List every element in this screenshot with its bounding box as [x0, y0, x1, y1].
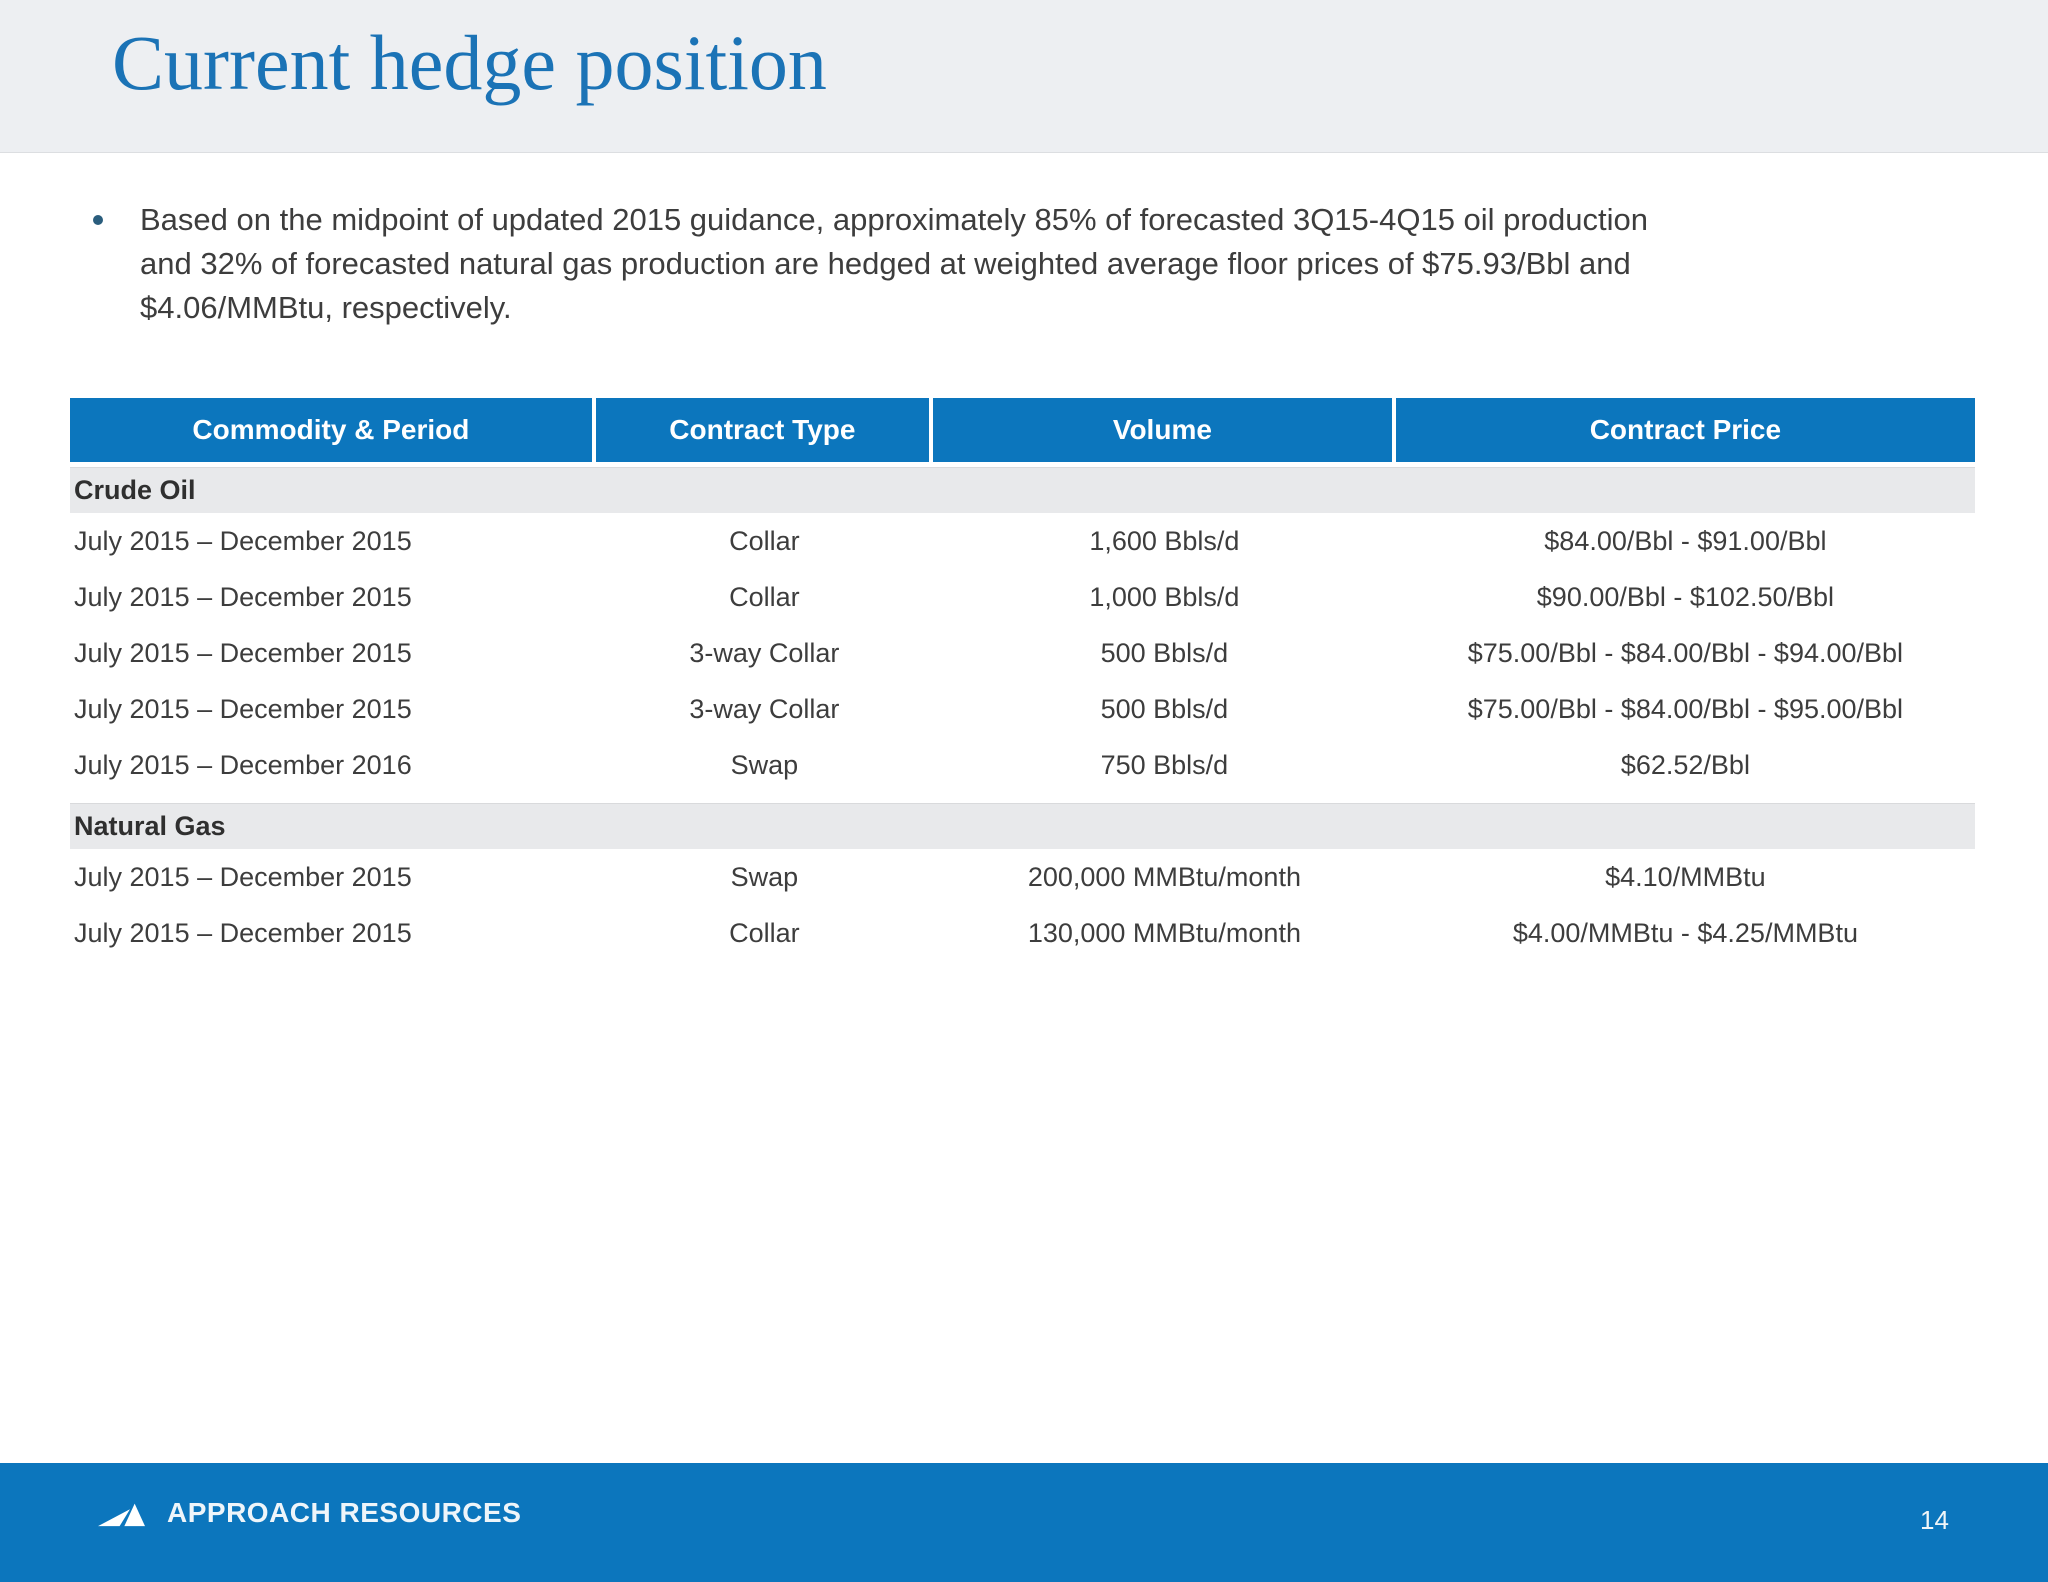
cell-volume: 1,600 Bbls/d	[1089, 525, 1240, 556]
cell-price: $62.52/Bbl	[1620, 749, 1750, 780]
cell-volume: 130,000 MMBtu/month	[1027, 917, 1301, 948]
cell-period: July 2015 – December 2015	[74, 861, 412, 892]
cell-contract-type: Collar	[729, 917, 800, 948]
table-row: July 2015 – December 2015 Collar 130,000 M…	[70, 905, 1975, 961]
bullet-line-2: and 32% of forecasted natural gas produc…	[140, 246, 1631, 281]
cell-contract-type: Swap	[730, 749, 799, 780]
table-row: July 2015 – December 2015 Collar 1,000 Bbl…	[70, 569, 1975, 625]
page-number: 14	[1920, 1505, 1949, 1535]
bullet-icon	[93, 215, 103, 225]
cell-price: $4.00/MMBtu - $4.25/MMBtu	[1512, 917, 1858, 948]
cell-price: $75.00/Bbl - $84.00/Bbl - $95.00/Bbl	[1467, 693, 1904, 724]
cell-period: July 2015 – December 2016	[74, 749, 412, 780]
brand-name: APPROACH RESOURCES	[167, 1497, 522, 1528]
cell-period: July 2015 – December 2015	[74, 525, 412, 556]
brand-lockup: APPROACH RESOURCES	[98, 1499, 521, 1527]
cell-contract-type: 3-way Collar	[689, 693, 840, 724]
section-header: Crude Oil	[70, 467, 1975, 513]
cell-contract-type: 3-way Collar	[689, 637, 840, 668]
cell-price: $90.00/Bbl - $102.50/Bbl	[1536, 581, 1835, 612]
cell-period: July 2015 – December 2015	[74, 581, 412, 612]
cell-period: July 2015 – December 2015	[74, 637, 412, 668]
table-header-row: Commodity & Period Contract Type Volume …	[70, 398, 1975, 462]
title-band: Current hedge position	[0, 0, 2048, 153]
hedge-position-table: Commodity & Period Contract Type Volume …	[70, 398, 1975, 961]
cell-price: $4.10/MMBtu	[1605, 861, 1766, 892]
mountain-logo-icon	[98, 1503, 145, 1527]
cell-volume: 1,000 Bbls/d	[1089, 581, 1240, 612]
cell-contract-type: Collar	[729, 525, 800, 556]
bullet-text: Based on the midpoint of updated 2015 gu…	[140, 198, 1648, 330]
cell-price: $75.00/Bbl - $84.00/Bbl - $94.00/Bbl	[1467, 637, 1904, 668]
cell-period: July 2015 – December 2015	[74, 917, 412, 948]
table-row: July 2015 – December 2016 Swap 750 Bbls/d $…	[70, 737, 1975, 793]
page-title: Current hedge position	[112, 19, 827, 106]
cell-volume: 500 Bbls/d	[1100, 693, 1229, 724]
column-header-contract-price: Contract Price	[1395, 398, 1975, 462]
cell-volume: 500 Bbls/d	[1100, 637, 1229, 668]
column-header-commodity-period: Commodity & Period	[70, 398, 596, 462]
cell-contract-type: Swap	[730, 861, 799, 892]
section-header: Natural Gas	[70, 803, 1975, 849]
cell-contract-type: Collar	[729, 581, 800, 612]
cell-price: $84.00/Bbl - $91.00/Bbl	[1544, 525, 1827, 556]
cell-volume: 750 Bbls/d	[1100, 749, 1229, 780]
cell-volume: 200,000 MMBtu/month	[1027, 861, 1301, 892]
table-row: July 2015 – December 2015 3-way Collar 500…	[70, 681, 1975, 737]
footer-bar: APPROACH RESOURCES 14	[0, 1463, 2048, 1582]
bullet-line-3: $4.06/MMBtu, respectively.	[140, 290, 512, 325]
table-row: July 2015 – December 2015 Collar 1,600 Bbl…	[70, 513, 1975, 569]
column-header-contract-type: Contract Type	[595, 398, 933, 462]
hedge-table-sections: Crude Oil July 2015 – December 2015 Collar…	[70, 467, 1975, 961]
bullet-item: Based on the midpoint of updated 2015 gu…	[85, 198, 1925, 330]
cell-period: July 2015 – December 2015	[74, 693, 412, 724]
bullet-line-1: Based on the midpoint of updated 2015 gu…	[140, 202, 1648, 237]
table-row: July 2015 – December 2015 3-way Collar 500…	[70, 625, 1975, 681]
column-header-volume: Volume	[932, 398, 1396, 462]
table-row: July 2015 – December 2015 Swap 200,000 MMB…	[70, 849, 1975, 905]
